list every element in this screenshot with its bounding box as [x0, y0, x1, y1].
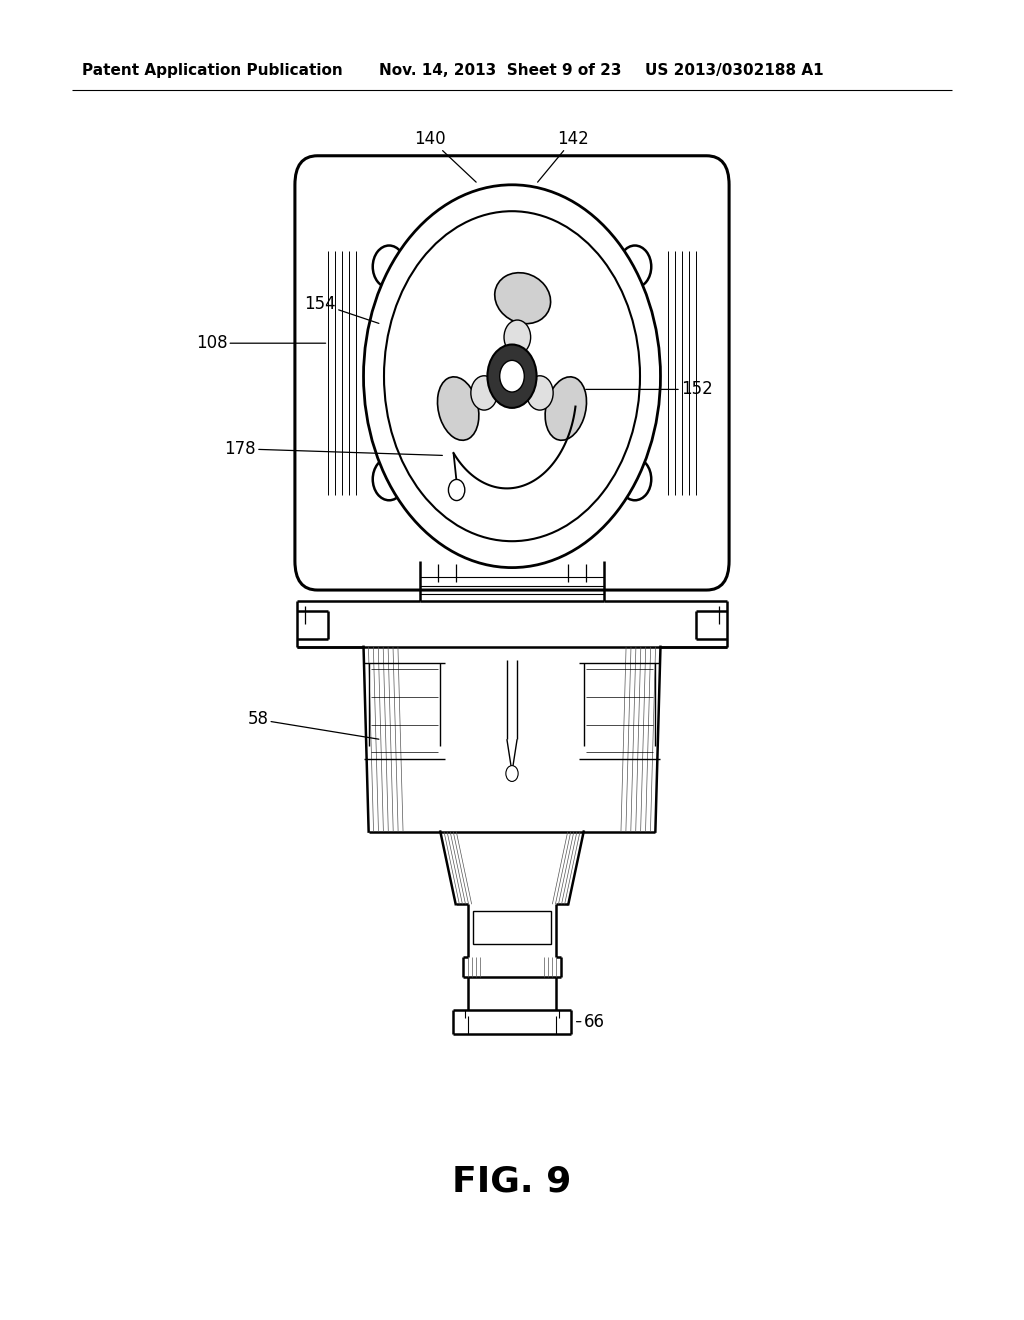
- Circle shape: [373, 246, 406, 288]
- Ellipse shape: [545, 376, 587, 441]
- Text: 152: 152: [586, 380, 713, 399]
- Circle shape: [373, 458, 406, 500]
- Text: US 2013/0302188 A1: US 2013/0302188 A1: [645, 63, 823, 78]
- Ellipse shape: [495, 273, 551, 323]
- Text: Patent Application Publication: Patent Application Publication: [82, 63, 343, 78]
- Ellipse shape: [437, 376, 479, 441]
- Circle shape: [618, 458, 651, 500]
- Text: 178: 178: [224, 440, 442, 458]
- Text: Nov. 14, 2013  Sheet 9 of 23: Nov. 14, 2013 Sheet 9 of 23: [379, 63, 622, 78]
- Circle shape: [487, 345, 537, 408]
- Text: 154: 154: [304, 294, 379, 323]
- Text: 58: 58: [247, 710, 379, 739]
- Text: 142: 142: [538, 129, 590, 182]
- Circle shape: [506, 766, 518, 781]
- Text: FIG. 9: FIG. 9: [453, 1164, 571, 1199]
- Circle shape: [471, 376, 498, 411]
- Circle shape: [618, 246, 651, 288]
- FancyBboxPatch shape: [295, 156, 729, 590]
- Text: 108: 108: [196, 334, 326, 352]
- Circle shape: [500, 360, 524, 392]
- Text: 140: 140: [415, 129, 476, 182]
- Circle shape: [504, 319, 530, 354]
- Circle shape: [384, 211, 640, 541]
- Circle shape: [364, 185, 660, 568]
- Circle shape: [526, 376, 553, 411]
- Circle shape: [449, 479, 465, 500]
- Text: 66: 66: [577, 1012, 605, 1031]
- Bar: [473, 911, 551, 944]
